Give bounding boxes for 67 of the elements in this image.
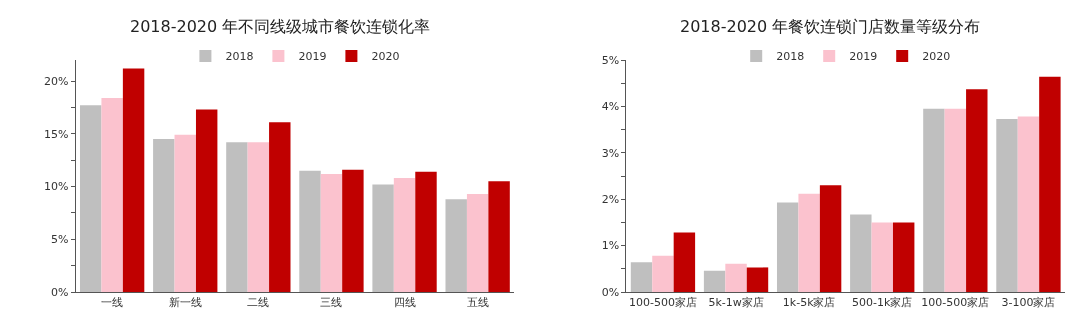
- chart-title: 2018-2020 年餐饮连锁门店数量等级分布: [680, 17, 981, 36]
- bar: [892, 222, 915, 292]
- legend-label: 2019: [849, 50, 878, 64]
- y-tick-label: 5%: [601, 53, 620, 67]
- legend-label: 2018: [225, 50, 254, 64]
- bar: [79, 105, 102, 292]
- bar: [630, 262, 653, 292]
- bar: [725, 263, 747, 292]
- bar: [798, 193, 820, 292]
- bar: [923, 108, 945, 292]
- legend-label: 2019: [298, 50, 327, 64]
- bar: [269, 122, 291, 292]
- x-tick-label: 100-500家店: [921, 296, 990, 310]
- bar: [1017, 116, 1040, 292]
- bar: [101, 97, 123, 292]
- x-tick-label: 3-100家店: [1001, 296, 1056, 310]
- bar: [652, 255, 674, 292]
- x-tick-label: 五线: [466, 296, 489, 310]
- bar: [415, 171, 437, 292]
- y-tick-label: 5%: [50, 233, 69, 247]
- y-tick-label: 15%: [43, 127, 69, 141]
- bar: [226, 142, 248, 292]
- bar: [174, 134, 196, 292]
- bar: [996, 118, 1018, 292]
- x-tick-label: 一线: [101, 296, 124, 310]
- x-tick-label: 5k-1w家店: [708, 296, 764, 310]
- bar: [673, 232, 696, 292]
- x-tick-label: 四线: [393, 296, 416, 310]
- bar: [466, 193, 489, 292]
- legend-label: 2020: [371, 50, 400, 64]
- bar: [195, 109, 218, 292]
- bar: [850, 214, 872, 292]
- bar: [776, 202, 799, 292]
- x-tick-label: 三线: [320, 296, 343, 310]
- bar: [372, 184, 394, 292]
- bar: [703, 270, 726, 292]
- y-tick-label: 1%: [601, 239, 620, 253]
- y-tick-label: 4%: [601, 100, 620, 114]
- bar: [488, 181, 510, 292]
- bar: [819, 185, 842, 292]
- x-tick-label: 新一线: [168, 296, 202, 310]
- x-tick-label: 1k-5k家店: [782, 296, 836, 310]
- y-tick-label: 3%: [601, 146, 620, 160]
- y-tick-label: 0%: [601, 285, 620, 299]
- legend-label: 2020: [922, 50, 951, 64]
- bar: [746, 267, 769, 292]
- bar: [299, 170, 321, 292]
- bar: [1039, 76, 1061, 292]
- bar: [122, 68, 145, 292]
- y-tick-label: 0%: [50, 285, 69, 299]
- bar: [342, 169, 364, 292]
- y-tick-label: 20%: [43, 74, 69, 88]
- bar: [393, 178, 416, 292]
- bar: [153, 139, 175, 292]
- bar: [944, 108, 967, 292]
- x-tick-label: 500-1k家店: [852, 296, 913, 310]
- x-tick-label: 二线: [247, 296, 270, 310]
- legend-label: 2018: [776, 50, 805, 64]
- y-tick-label: 2%: [601, 193, 620, 207]
- y-tick-label: 10%: [43, 180, 69, 194]
- bar: [966, 89, 988, 292]
- bar: [445, 199, 467, 292]
- chart-title: 2018-2020 年不同线级城市餐饮连锁化率: [130, 17, 431, 36]
- bar: [320, 173, 343, 292]
- bar: [247, 142, 270, 292]
- bar: [871, 222, 893, 292]
- x-tick-label: 100-500家店: [628, 296, 697, 310]
